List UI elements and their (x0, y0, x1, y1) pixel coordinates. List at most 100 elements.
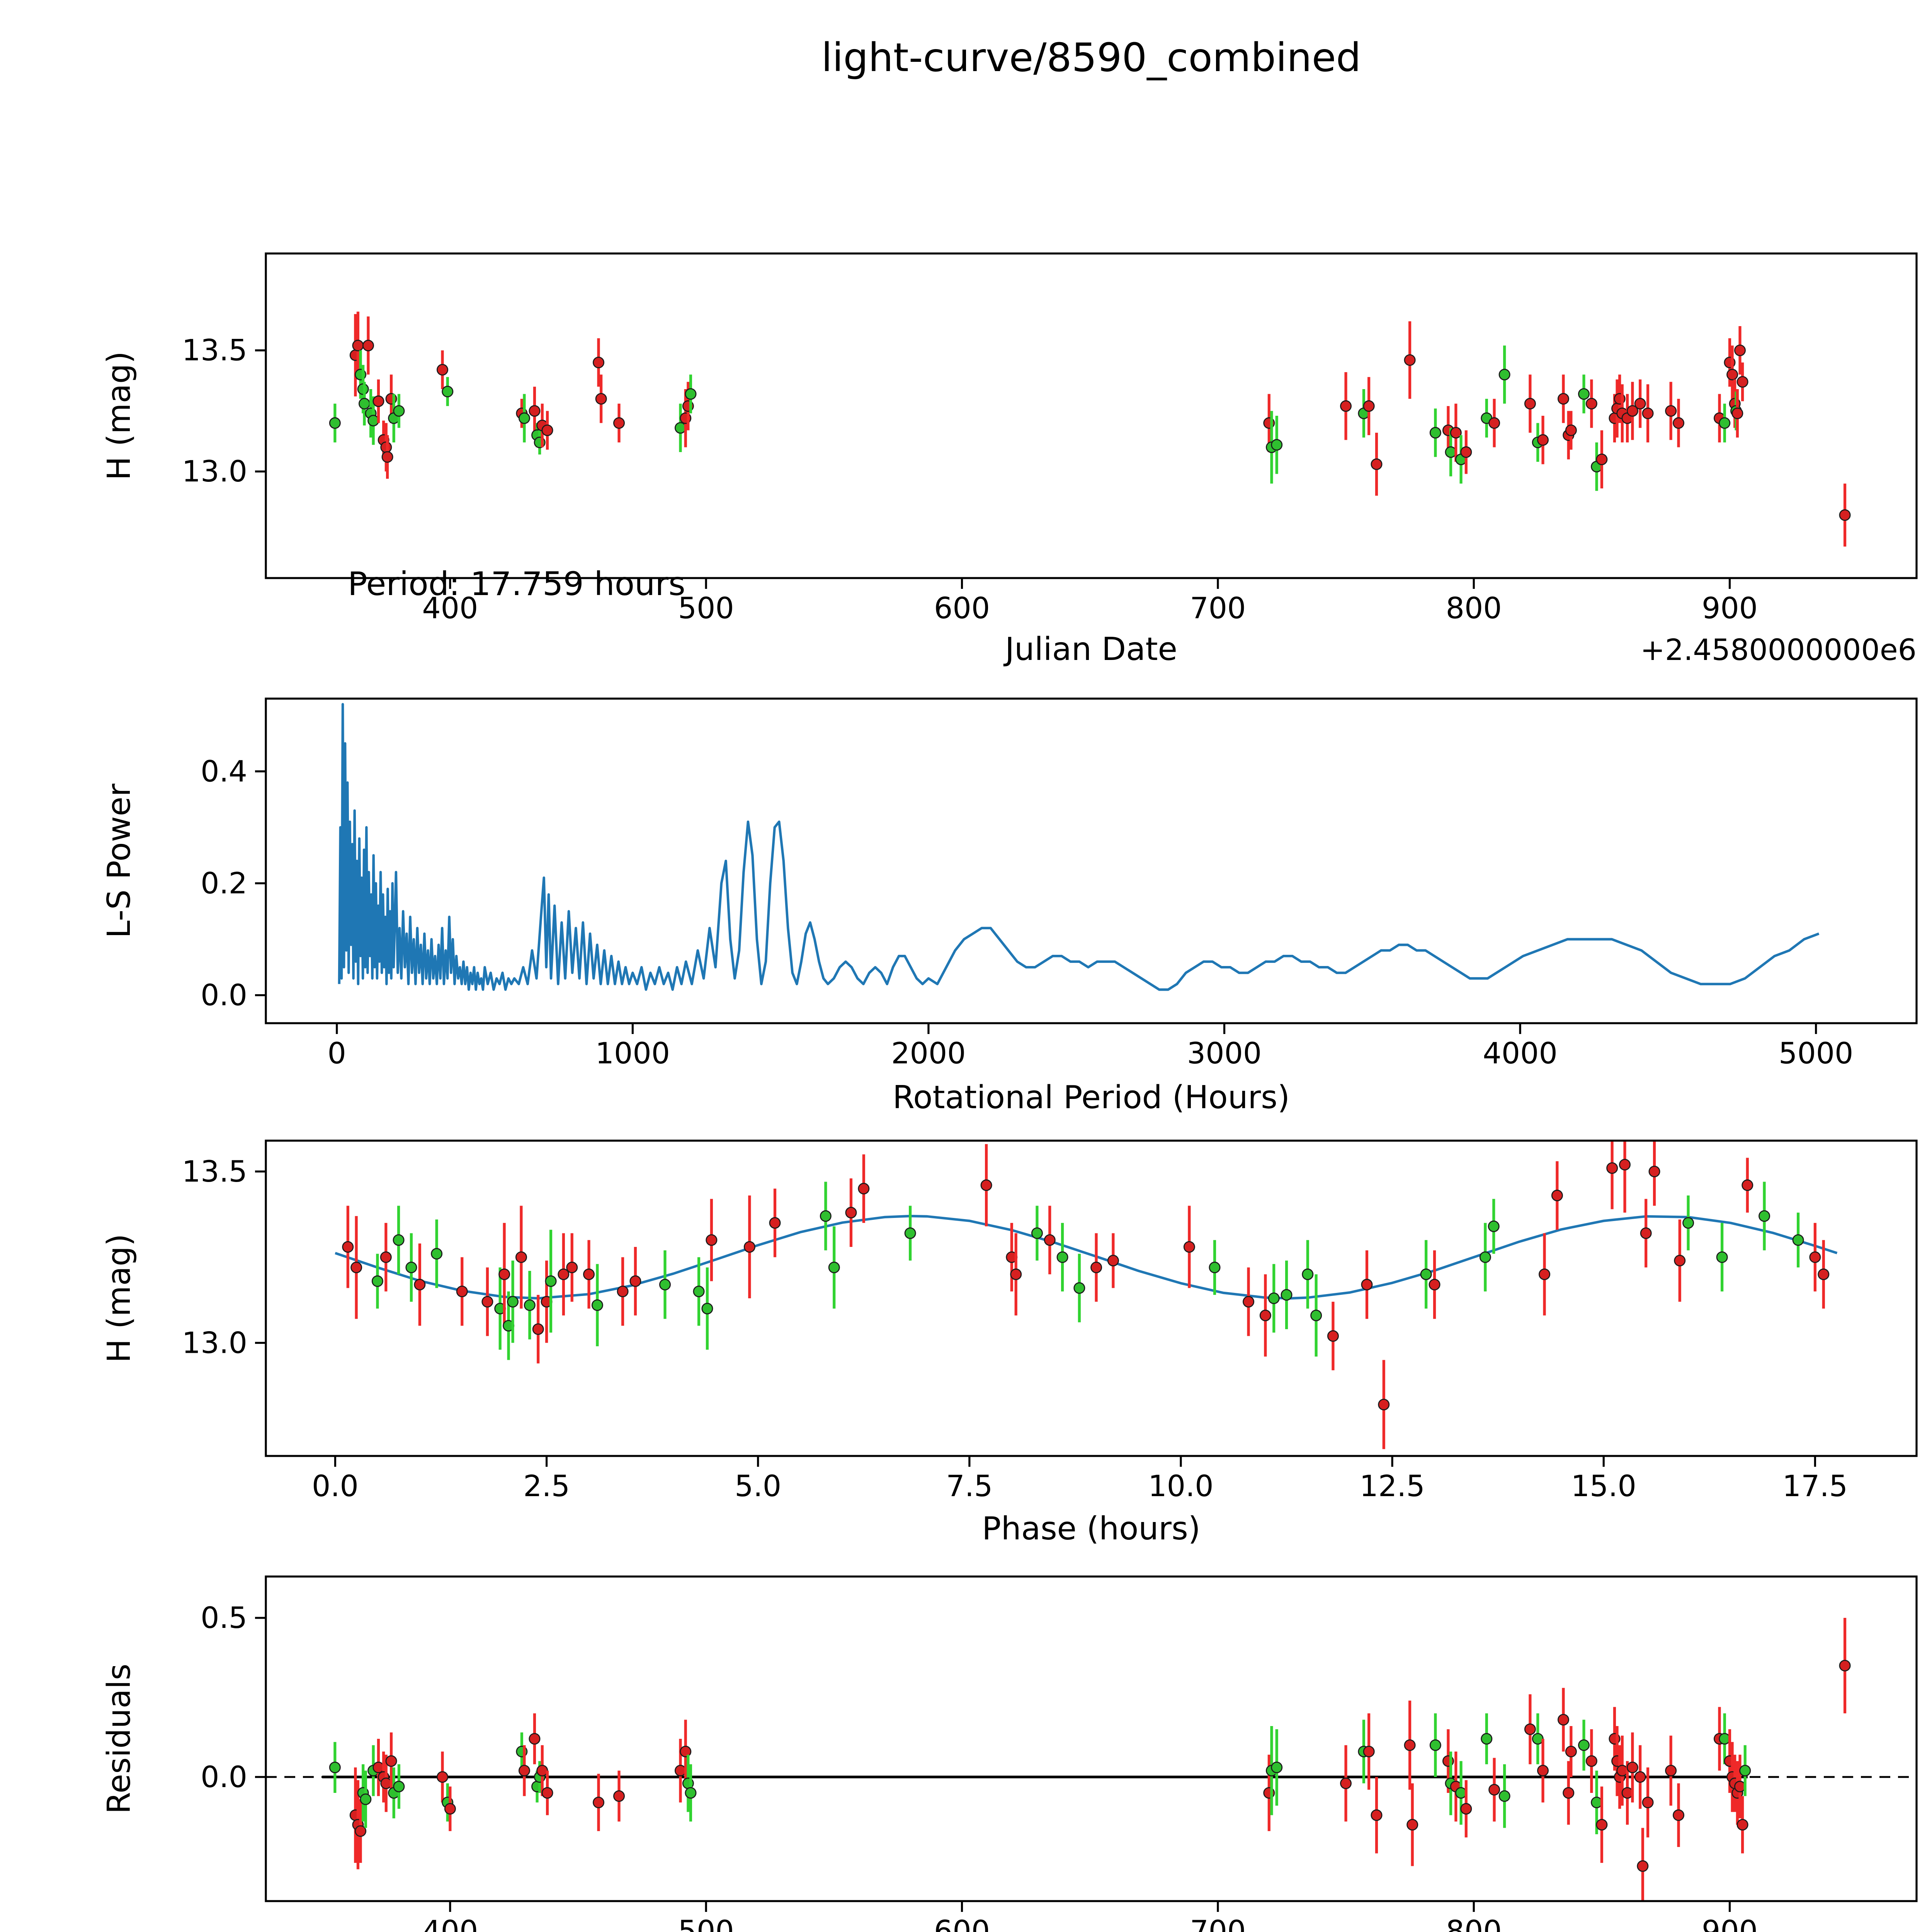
data-point (518, 1765, 530, 1777)
data-point (1340, 400, 1352, 412)
data-point (1585, 398, 1597, 410)
data-point (1673, 1809, 1685, 1821)
data-point (385, 1755, 397, 1767)
data-point (1539, 1268, 1551, 1280)
data-point (536, 1765, 548, 1777)
data-point (1498, 1790, 1510, 1802)
data-point (1726, 369, 1738, 381)
data-point (1642, 407, 1654, 419)
data-point (674, 422, 686, 434)
data-point (1340, 1777, 1352, 1789)
x-tick-label: 600 (934, 1914, 990, 1932)
panel1-plot: 400 500 600 700 800 900 13.0 13.5 (182, 252, 1918, 625)
data-point (1665, 405, 1677, 417)
data-point (431, 1248, 443, 1260)
x-tick-label: 2000 (891, 1036, 966, 1070)
data-point (769, 1217, 781, 1229)
data-point (595, 393, 607, 405)
data-point (1616, 1765, 1628, 1777)
x-tick-label: 7.5 (946, 1469, 993, 1503)
data-point (360, 1793, 372, 1805)
x-tick-label: 900 (1702, 1914, 1758, 1932)
x-tick-label: 500 (678, 591, 734, 625)
data-point (1634, 1771, 1646, 1783)
data-point (1637, 1860, 1649, 1872)
data-point (1498, 369, 1510, 381)
data-point (1734, 1781, 1746, 1793)
data-point (1578, 388, 1590, 400)
panel2-axes-frame (265, 697, 1918, 1024)
y-tick-label: 13.0 (182, 454, 247, 488)
x-tick-label: 700 (1190, 591, 1246, 625)
data-point (858, 1183, 870, 1195)
data-point (1073, 1282, 1085, 1294)
data-point (1371, 1809, 1383, 1821)
data-point (380, 1777, 392, 1789)
data-point (693, 1286, 705, 1298)
data-point (1736, 1819, 1748, 1831)
data-point (545, 1275, 557, 1287)
panel4-plot: 400 500 600 700 800 900 0.0 0.5 (201, 1575, 1918, 1932)
data-point (1445, 446, 1457, 458)
x-tick-label: 400 (422, 1914, 478, 1932)
data-point (1551, 1189, 1563, 1201)
data-point (414, 1279, 426, 1291)
x-tick-label: 15.0 (1571, 1469, 1636, 1503)
data-point (706, 1234, 718, 1246)
data-point (1107, 1255, 1119, 1267)
data-point (541, 1787, 553, 1799)
x-tick-label: 2.5 (523, 1469, 570, 1503)
data-point (437, 1771, 449, 1783)
y-tick-label: 0.5 (201, 1600, 247, 1635)
data-point (1736, 376, 1748, 388)
x-tick-label: 800 (1446, 591, 1502, 625)
data-point (1209, 1262, 1221, 1274)
data-point (1673, 417, 1685, 429)
data-point (518, 412, 530, 424)
data-point (393, 405, 405, 417)
data-point (1406, 1819, 1418, 1831)
panel1-axes-frame (265, 252, 1918, 579)
y-tick-label: 0.2 (201, 866, 247, 900)
panel2-plot: 0 1000 2000 3000 4000 5000 0.0 0.2 0.4 (201, 697, 1918, 1070)
data-point (1243, 1296, 1255, 1308)
data-point (1734, 344, 1746, 356)
data-point (1378, 1398, 1390, 1410)
data-point (1010, 1268, 1022, 1280)
x-tick-label: 700 (1190, 1914, 1246, 1932)
data-point (1719, 1733, 1731, 1745)
data-point (381, 451, 393, 463)
x-tick-label: 3000 (1187, 1036, 1262, 1070)
data-point (1450, 427, 1462, 439)
data-point (507, 1296, 519, 1308)
data-point (1626, 1762, 1638, 1774)
data-point (1532, 1733, 1544, 1745)
data-point (1585, 1755, 1597, 1767)
data-point (1619, 1159, 1631, 1171)
data-point (1183, 1241, 1195, 1253)
data-point (372, 1762, 384, 1774)
panel3-xaxis-label: Phase (hours) (982, 1510, 1200, 1547)
data-point (1455, 1787, 1467, 1799)
data-point (1488, 1784, 1500, 1796)
data-point (456, 1286, 468, 1298)
period-annotation: Period: 17.759 hours (348, 565, 685, 603)
panel1-xaxis-offset: +2.4580000000e6 (1640, 633, 1917, 667)
data-point (342, 1241, 354, 1253)
x-tick-label: 1000 (595, 1036, 670, 1070)
panel2-xaxis-label: Rotational Period (Hours) (893, 1079, 1290, 1116)
data-point (1621, 1787, 1633, 1799)
data-point (743, 1241, 755, 1253)
data-point (845, 1207, 857, 1219)
panel3-plot: 0.0 2.5 5.0 7.5 10.0 12.5 15.0 17.5 13.0 13.5 (182, 1139, 1918, 1503)
panel3-axes-frame (265, 1139, 1918, 1457)
data-point (1591, 1796, 1603, 1808)
data-point (1404, 1739, 1416, 1751)
data-point (1259, 1310, 1271, 1321)
data-point (820, 1210, 832, 1222)
data-point (532, 1323, 544, 1335)
panel3-data-area (335, 1141, 1838, 1449)
data-point (393, 1781, 405, 1793)
panel1-xaxis-label: Julian Date (1003, 631, 1177, 668)
x-tick-label: 5000 (1779, 1036, 1853, 1070)
